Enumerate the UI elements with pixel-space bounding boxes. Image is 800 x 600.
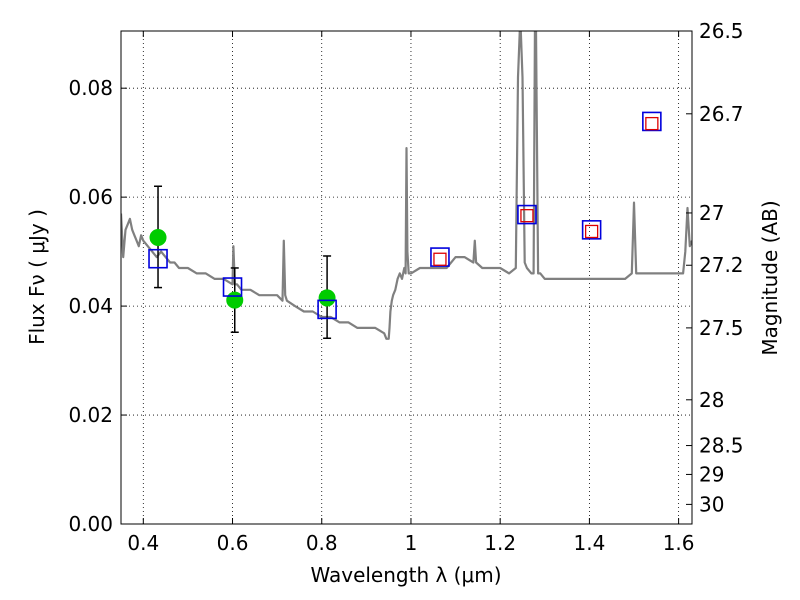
photometry-point bbox=[318, 289, 336, 307]
y-tick-label: 0.02 bbox=[68, 403, 113, 427]
y-tick-label: 0.04 bbox=[68, 294, 113, 318]
y-tick-label: 0.06 bbox=[68, 185, 113, 209]
plot-area bbox=[121, 31, 692, 340]
right-tick-label: 27.5 bbox=[699, 316, 744, 340]
y-axis-right: 26.5 26.7 27 27.2 27.5 28 28.5 29 30 bbox=[686, 19, 744, 516]
right-tick-label: 28 bbox=[699, 388, 724, 412]
x-tick-label: 1 bbox=[405, 531, 418, 555]
plot-frame bbox=[120, 30, 693, 525]
y-axis-title-left: Flux Fν ( μJy ) bbox=[25, 209, 49, 345]
y-axis-left: 0.00 0.02 0.04 0.06 0.08 bbox=[68, 76, 127, 536]
x-tick-label: 0.6 bbox=[217, 531, 249, 555]
y-tick-label: 0.08 bbox=[68, 76, 113, 100]
model-band-marker bbox=[642, 111, 662, 132]
model-band-marker bbox=[148, 248, 168, 269]
spectrum-line bbox=[121, 31, 692, 340]
x-tick-label: 1.4 bbox=[573, 531, 605, 555]
x-tick-label: 0.8 bbox=[306, 531, 338, 555]
right-tick-label: 26.7 bbox=[699, 102, 744, 126]
nir-band-marker bbox=[433, 252, 447, 266]
right-tick-label: 29 bbox=[699, 462, 724, 486]
x-tick-label: 1.2 bbox=[484, 531, 516, 555]
model-band-marker bbox=[430, 247, 450, 267]
y-tick-label: 0.00 bbox=[68, 512, 113, 536]
right-tick-label: 27.2 bbox=[699, 253, 744, 277]
right-tick-label: 26.5 bbox=[699, 19, 744, 43]
right-tick-label: 30 bbox=[699, 492, 724, 516]
model-band-marker bbox=[581, 220, 602, 240]
nir-band-marker bbox=[584, 224, 599, 239]
x-axis-title: Wavelength λ (μm) bbox=[310, 563, 501, 587]
model-band-marker bbox=[317, 299, 337, 320]
x-tick-label: 0.4 bbox=[127, 531, 159, 555]
photometry-point bbox=[149, 228, 167, 246]
model-band-marker bbox=[222, 277, 243, 297]
x-tick-label: 1.6 bbox=[663, 531, 695, 555]
nir-band-marker bbox=[520, 209, 534, 223]
x-axis: 0.4 0.6 0.8 1 1.2 1.4 1.6 bbox=[127, 31, 695, 555]
photometry-point bbox=[226, 291, 244, 309]
right-tick-label: 28.5 bbox=[699, 434, 744, 458]
nir-band-marker bbox=[645, 116, 659, 131]
y-axis-title-right: Magnitude (AB) bbox=[758, 200, 782, 355]
right-tick-label: 27 bbox=[699, 201, 724, 225]
model-band-marker bbox=[517, 204, 537, 225]
